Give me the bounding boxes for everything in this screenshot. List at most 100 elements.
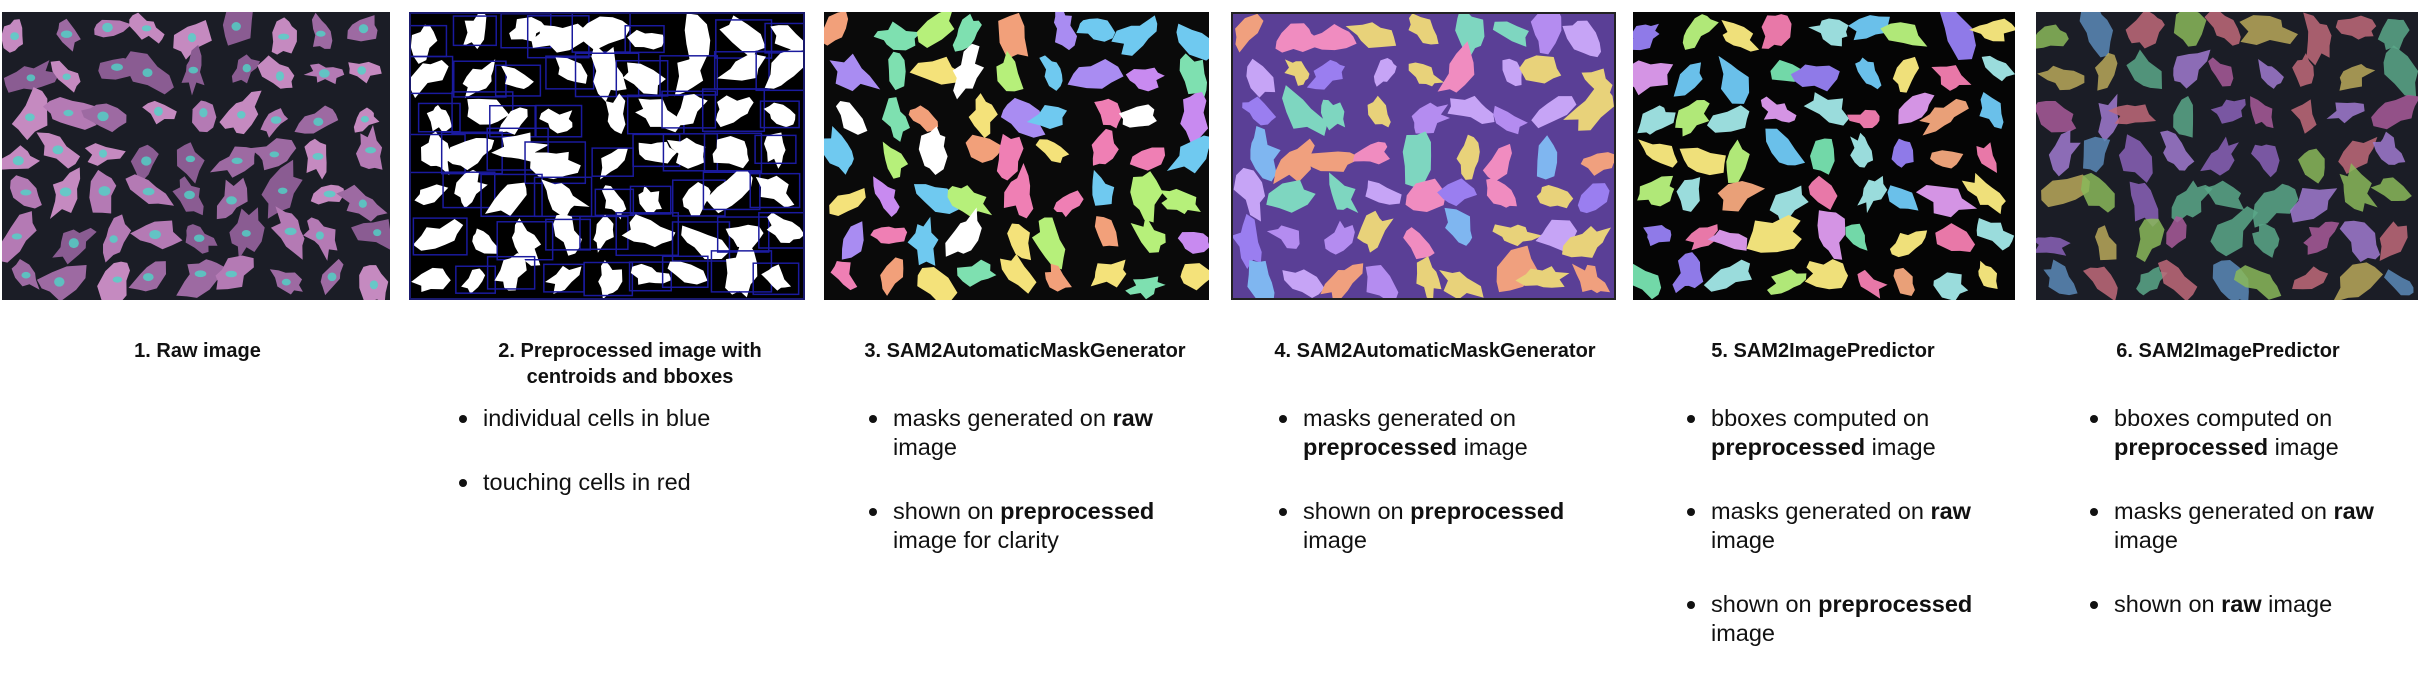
cell-shape [1706, 105, 1750, 133]
cell-shape [1125, 276, 1166, 300]
bullet-text: bboxes computed on [1711, 405, 1930, 431]
cell-shape [2298, 148, 2325, 184]
cell-shape [965, 134, 1004, 163]
nucleus-shape [98, 186, 111, 196]
bbox [545, 55, 595, 90]
bullet-emphasis: preprocessed [1000, 498, 1155, 524]
cell-shape [2303, 12, 2332, 66]
panel-3: 3. SAM2AutomaticMaskGenerator masks gene… [820, 0, 1220, 665]
cell-shape [881, 97, 910, 142]
cell-shape [2126, 49, 2163, 89]
cell-shape [1179, 53, 1208, 99]
cell-shape [1250, 125, 1281, 182]
cell-shape [725, 241, 758, 298]
cell-shape [1850, 132, 1874, 168]
panel-4: 4. SAM2AutomaticMaskGenerator masks gene… [1230, 0, 1630, 665]
cell-shape [1092, 169, 1115, 206]
cell-shape [717, 53, 767, 81]
cell-shape [1847, 109, 1880, 129]
cell-shape [413, 218, 464, 251]
cell-shape [2332, 262, 2384, 300]
nucleus-shape [25, 113, 35, 122]
nucleus-shape [231, 157, 243, 164]
cell-shape [1676, 177, 1701, 212]
cell-shape [1266, 179, 1316, 213]
cell-shape [684, 14, 711, 63]
nucleus-shape [357, 66, 367, 75]
panel-5: 5. SAM2ImagePredictor bboxes computed on… [1633, 0, 2033, 665]
cell-shape [1367, 95, 1391, 128]
cell-shape [1357, 210, 1394, 253]
bullet-list: bboxes computed on preprocessed image mas… [2086, 404, 2420, 654]
cell-shape [1893, 267, 1915, 297]
cell-shape [454, 169, 488, 209]
cell-shape [176, 142, 205, 184]
cell-shape [1855, 57, 1882, 90]
cell-shape [1519, 55, 1562, 84]
nucleus-shape [109, 235, 118, 243]
cell-shape [1672, 252, 1704, 294]
bbox [671, 221, 731, 262]
cell-shape [1345, 22, 1397, 48]
cell-shape [1563, 86, 1614, 131]
cell-shape [257, 55, 295, 89]
cell-shape [2379, 221, 2408, 261]
cell-shape [1638, 139, 1678, 168]
nucleus-shape [184, 190, 195, 200]
cell-shape [2233, 265, 2282, 300]
cell-shape [1408, 14, 1439, 45]
bbox [442, 171, 496, 209]
bullet-emphasis: preprocessed [1410, 498, 1565, 524]
nucleus-shape [225, 270, 238, 278]
bullet-item: masks generated on raw image [1687, 497, 2021, 555]
cell-shape [1039, 55, 1063, 91]
bullet-item: shown on preprocessed image [1687, 590, 2021, 648]
cell-shape [1857, 175, 1888, 214]
cell-shape [667, 261, 708, 285]
cell-shape [1439, 269, 1484, 298]
cell-shape [2083, 136, 2111, 173]
bullet-emphasis: raw [1930, 498, 1971, 524]
bullet-emphasis: preprocessed [1818, 591, 1973, 617]
cell-shape [1761, 14, 1792, 49]
cell-shape [1405, 178, 1446, 212]
cell-shape [2335, 15, 2377, 40]
cell-shape [1166, 135, 1209, 174]
cell-shape [880, 257, 904, 296]
cell-shape [1444, 207, 1473, 246]
cell-shape [1130, 215, 1166, 253]
cell-shape [1118, 104, 1157, 128]
bullet-text: individual cells in blue [483, 405, 711, 431]
bbox [494, 64, 542, 97]
cell-shape [1329, 172, 1359, 214]
cell-shape [1760, 96, 1797, 123]
cell-shape [1933, 272, 1969, 300]
bbox [702, 170, 761, 211]
cell-shape [2204, 180, 2245, 210]
cell-shape [411, 59, 449, 99]
cell-shape [426, 104, 452, 134]
cell-shape [2339, 163, 2378, 212]
cell-shape [2200, 136, 2239, 176]
bullet-text: masks generated on [2114, 498, 2334, 524]
bullet-text: shown on [893, 498, 1001, 524]
cell-shape [1246, 58, 1276, 98]
nucleus-shape [54, 277, 65, 287]
bbox [624, 24, 665, 54]
panel-caption: 5. SAM2ImagePredictor [1633, 338, 2013, 364]
cell-shape [621, 214, 676, 248]
nucleus-shape [141, 25, 152, 32]
cell-shape [1919, 98, 1969, 136]
cell-shape [1726, 139, 1750, 184]
nucleus-shape [142, 187, 155, 196]
cell-shape [968, 93, 998, 139]
nucleus-shape [284, 227, 297, 236]
bullet-text: image [1457, 434, 1528, 460]
mask-overlay-image [2036, 12, 2418, 300]
bbox [759, 100, 800, 129]
raw-image-thumbnail [2, 12, 390, 300]
cell-shape [553, 214, 582, 256]
cell-shape [2339, 220, 2381, 263]
nucleus-shape [275, 71, 285, 81]
cell-shape [2037, 65, 2085, 91]
